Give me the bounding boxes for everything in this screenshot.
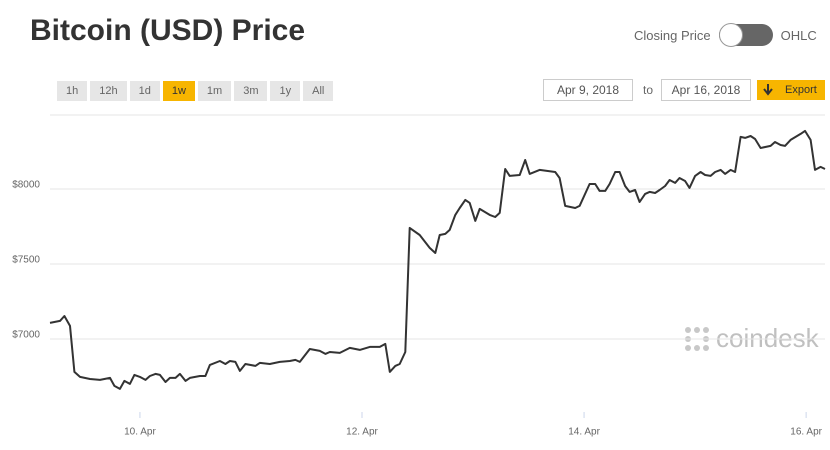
x-tick-label: 12. Apr	[346, 427, 378, 438]
toggle-right: OHLC	[780, 27, 817, 43]
x-tick-label: 14. Apr	[568, 427, 600, 438]
x-tick-label: 16. Apr	[790, 427, 822, 438]
range-button[interactable]: 12h	[90, 81, 127, 101]
switch[interactable]	[718, 23, 773, 47]
range-button[interactable]: 1w	[162, 81, 195, 101]
toggle[interactable]: Closing Price OHLC	[634, 23, 817, 47]
range-buttons: 1h 12h 1d 1w 1m 3m 1y All	[57, 81, 336, 101]
to-label: to	[643, 83, 654, 97]
export-button[interactable]: Export	[757, 80, 825, 100]
watermark-text: coindesk	[716, 323, 820, 353]
title: Bitcoin (USD) Price	[30, 14, 306, 47]
price-line	[49, 129, 826, 390]
range-button[interactable]: 1h	[57, 81, 88, 101]
x-tick-label: 10. Apr	[124, 427, 156, 438]
date-to[interactable]: Apr 16, 2018	[661, 79, 751, 101]
y-tick-label: $7500	[12, 255, 40, 266]
range-button[interactable]: 1m	[197, 81, 232, 101]
y-tick-label: $7000	[12, 330, 40, 341]
range-button[interactable]: 3m	[234, 81, 268, 101]
knob	[718, 23, 743, 47]
export-icon	[763, 84, 773, 96]
range-button[interactable]: 1y	[270, 81, 301, 101]
toggle-left: Closing Price	[634, 27, 711, 43]
watermark: coindesk	[685, 323, 820, 353]
date-from[interactable]: Apr 9, 2018	[543, 79, 633, 101]
range-button[interactable]: 1d	[129, 81, 160, 101]
export-label: Export	[785, 84, 817, 96]
range-button[interactable]: All	[303, 81, 334, 101]
y-tick-label: $8000	[12, 180, 40, 191]
